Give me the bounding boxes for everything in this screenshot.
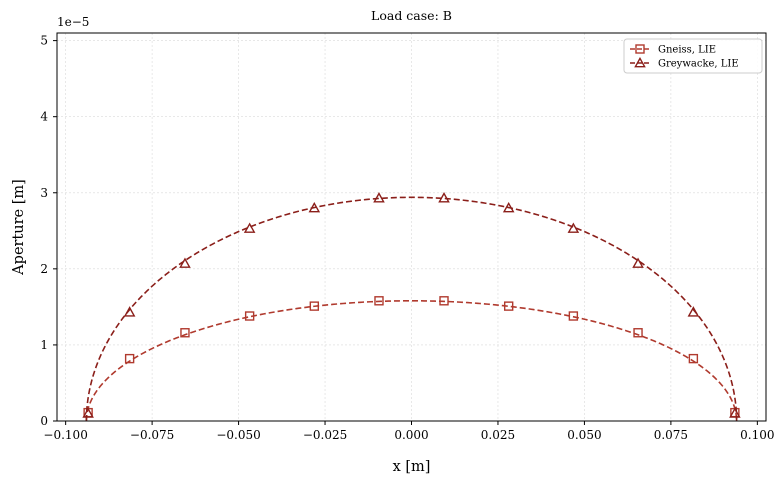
- x-axis-label: x [m]: [393, 459, 431, 475]
- data-point: [373, 192, 385, 203]
- data-point: [82, 407, 94, 418]
- y-axis-label: Aperture [m]: [11, 179, 27, 276]
- y-axis-offset-label: 1e−5: [57, 15, 89, 29]
- data-point: [124, 353, 135, 364]
- x-tick-label: −0.075: [130, 428, 174, 442]
- data-point: [180, 328, 190, 338]
- data-point: [502, 201, 515, 213]
- data-point: [567, 222, 580, 233]
- y-tick-label: 0: [40, 414, 48, 428]
- data-point: [309, 301, 320, 311]
- chart-title: Load case: B: [371, 8, 452, 23]
- data-point: [308, 201, 321, 213]
- legend-label: Greywacke, LIE: [658, 59, 739, 70]
- legend-box: [623, 38, 763, 74]
- data-point: [568, 311, 579, 321]
- legend-marker: [634, 56, 646, 68]
- data-point: [687, 306, 700, 317]
- x-tick-label: 0.025: [481, 428, 515, 442]
- data-point: [633, 328, 643, 338]
- x-tick-label: 0.000: [394, 428, 428, 442]
- series-0: [83, 296, 740, 422]
- legend-marker: [635, 44, 645, 54]
- x-tick-label: 0.075: [654, 428, 688, 442]
- data-point: [374, 296, 384, 306]
- data-point: [243, 222, 256, 233]
- grid: [57, 33, 766, 422]
- data-point: [179, 257, 191, 268]
- data-point: [688, 353, 699, 364]
- legend-label: Gneiss, LIE: [658, 45, 716, 56]
- data-point: [632, 257, 644, 268]
- x-tick-label: −0.100: [43, 428, 87, 442]
- data-point: [438, 192, 450, 203]
- data-point: [439, 296, 449, 306]
- y-tick-label: 3: [40, 186, 48, 200]
- legend: Gneiss, LIE Greywacke, LIE: [623, 38, 763, 74]
- y-tick-label: 5: [40, 34, 48, 48]
- series-line: [85, 300, 738, 422]
- data-point: [123, 306, 136, 317]
- y-tick-label: 4: [40, 110, 48, 124]
- series-1: [82, 192, 741, 422]
- y-tick-label: 1: [40, 338, 48, 352]
- data-point: [503, 301, 514, 311]
- y-tick-label: 2: [40, 262, 48, 276]
- x-tick-label: 0.050: [567, 428, 601, 442]
- data-point: [244, 311, 255, 321]
- series-layer: [82, 192, 741, 422]
- data-point: [729, 407, 741, 418]
- x-tick-label: −0.025: [303, 428, 347, 442]
- axis-ticks: −0.100 −0.075 −0.050 −0.025 0.000 0.025 0.050 0…: [40, 34, 774, 442]
- x-tick-label: −0.050: [216, 428, 260, 442]
- x-tick-label: 0.100: [740, 428, 774, 442]
